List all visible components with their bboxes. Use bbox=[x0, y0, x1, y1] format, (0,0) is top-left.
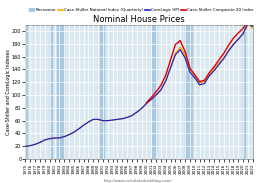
Legend: Recession, Case-Shiller National Index (Quarterly), CoreLogic HPI, Case-Shiller : Recession, Case-Shiller National Index (… bbox=[28, 7, 255, 14]
Bar bbox=[50, 25, 53, 159]
Bar bbox=[100, 25, 104, 159]
Bar bbox=[20, 25, 27, 159]
Bar bbox=[185, 25, 192, 159]
Y-axis label: Case-Shiller and CoreLogic Indexes: Case-Shiller and CoreLogic Indexes bbox=[6, 49, 10, 135]
Bar bbox=[243, 25, 245, 159]
Title: Nominal House Prices: Nominal House Prices bbox=[93, 15, 185, 24]
Bar bbox=[0, 25, 6, 159]
Text: http://www.calculatedriskblog.com/: http://www.calculatedriskblog.com/ bbox=[103, 179, 172, 183]
Bar bbox=[57, 25, 64, 159]
Bar bbox=[152, 25, 156, 159]
